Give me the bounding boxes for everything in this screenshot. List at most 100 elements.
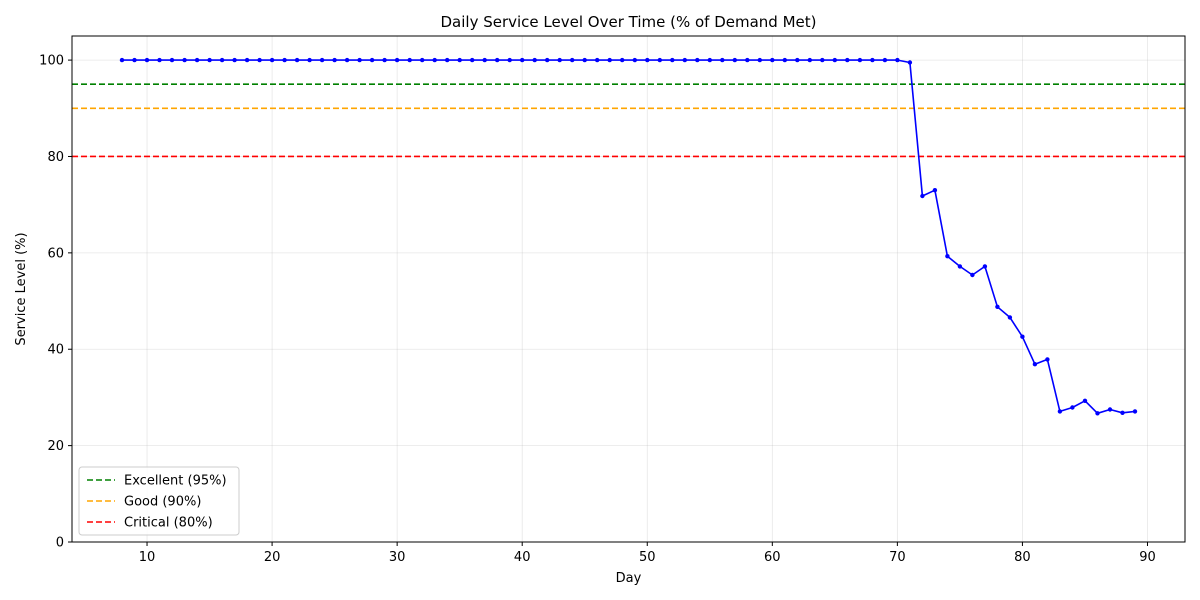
y-axis-ticks: 0 20 40 60 80 100 (39, 54, 72, 551)
data-point (732, 57, 737, 63)
data-point (957, 264, 963, 269)
data-point (820, 57, 825, 63)
data-point (282, 57, 287, 63)
data-point (394, 57, 400, 63)
data-point (207, 57, 212, 63)
data-point (770, 57, 775, 63)
x-tick-label: 40 (514, 550, 531, 565)
data-point (795, 57, 800, 63)
legend-entry-label: Good (90%) (124, 495, 201, 510)
x-tick-label: 50 (639, 550, 656, 565)
data-point (557, 57, 562, 63)
data-point (932, 188, 938, 193)
data-point (595, 57, 600, 63)
data-point (857, 57, 863, 63)
data-point (882, 57, 888, 63)
series-line (122, 59, 1136, 415)
data-point (232, 57, 237, 63)
data-point (657, 57, 662, 63)
data-point (745, 57, 750, 63)
data-point (870, 57, 875, 63)
data-point (632, 57, 637, 63)
data-point (1070, 405, 1075, 410)
x-tick-label: 90 (1139, 550, 1156, 565)
data-point (782, 57, 787, 63)
data-point (757, 57, 762, 63)
x-tick-label: 60 (764, 550, 781, 565)
data-point (1007, 315, 1013, 320)
data-point (482, 57, 487, 63)
data-point (169, 57, 175, 63)
data-point (645, 57, 650, 63)
data-point (1132, 409, 1138, 414)
x-tick-label: 30 (389, 550, 406, 565)
data-point (119, 57, 125, 63)
data-point (995, 304, 1000, 309)
data-point (532, 57, 537, 63)
data-point (420, 57, 425, 63)
y-tick-label: 60 (47, 246, 64, 261)
data-point (257, 57, 262, 63)
data-point (157, 57, 162, 63)
legend-entry-label: Critical (80%) (124, 516, 213, 531)
y-tick-label: 0 (56, 536, 64, 551)
data-point (357, 57, 362, 63)
series-layer (119, 57, 1138, 416)
data-point (457, 57, 462, 63)
legend: Excellent (95%) Good (90%) Critical (80%) (78, 466, 240, 536)
data-point (182, 57, 187, 63)
data-point (945, 254, 950, 259)
data-point (570, 57, 575, 63)
data-point (144, 57, 150, 63)
data-point (582, 57, 587, 63)
data-point (382, 57, 387, 63)
y-tick-label: 40 (47, 343, 64, 358)
data-point (1057, 409, 1063, 414)
data-point (407, 57, 412, 63)
data-point (294, 57, 300, 63)
data-point (520, 57, 525, 63)
data-point (1107, 407, 1113, 412)
x-tick-label: 80 (1014, 550, 1031, 565)
data-point (845, 57, 850, 63)
x-tick-label: 20 (264, 550, 281, 565)
x-tick-label: 70 (889, 550, 906, 565)
data-point (920, 193, 925, 199)
data-point (607, 57, 612, 63)
data-point (332, 57, 337, 63)
chart-title: Daily Service Level Over Time (% of Dema… (441, 13, 817, 31)
data-point (319, 57, 325, 63)
y-axis-label: Service Level (%) (14, 232, 29, 345)
data-point (432, 57, 437, 63)
x-tick-label: 10 (139, 550, 156, 565)
data-point (620, 57, 625, 63)
data-point (307, 57, 312, 63)
data-point (507, 57, 512, 63)
x-axis-ticks: 10 20 30 40 50 60 70 80 90 (139, 542, 1156, 565)
data-point (344, 57, 350, 63)
data-point (807, 57, 812, 63)
data-point (269, 57, 275, 63)
data-point (132, 57, 137, 63)
data-point (445, 57, 450, 63)
data-point (707, 57, 712, 63)
data-point (1120, 410, 1125, 415)
reference-lines (72, 83, 1185, 158)
data-point (970, 272, 975, 278)
data-point (832, 57, 837, 63)
data-point (470, 57, 475, 63)
data-point (982, 264, 988, 269)
data-point (194, 57, 200, 63)
data-point (1082, 398, 1088, 403)
data-point (244, 57, 250, 63)
data-point (1020, 334, 1025, 339)
y-tick-label: 20 (47, 439, 64, 454)
y-tick-label: 100 (39, 54, 64, 69)
data-point (895, 57, 900, 63)
data-point (670, 57, 675, 63)
data-point (495, 57, 500, 63)
data-point (682, 57, 687, 63)
legend-box (78, 466, 240, 536)
y-tick-label: 80 (47, 150, 64, 165)
